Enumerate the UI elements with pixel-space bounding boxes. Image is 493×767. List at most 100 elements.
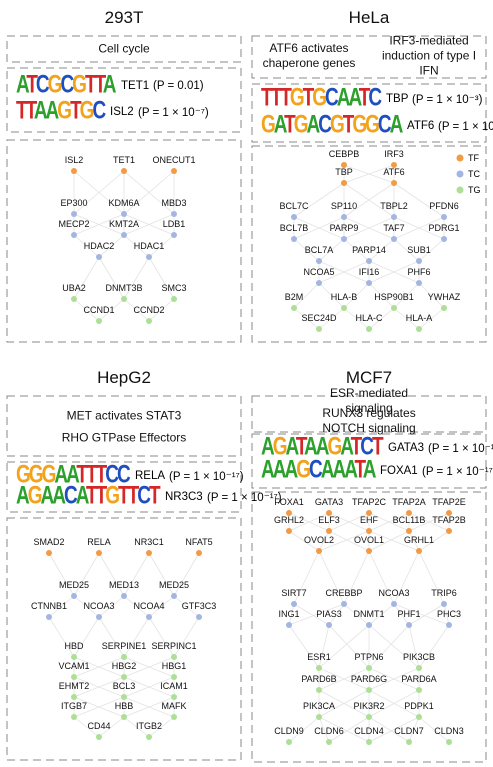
edge bbox=[288, 624, 320, 669]
node-dot bbox=[286, 739, 292, 745]
edge bbox=[293, 307, 320, 330]
node-dot bbox=[316, 665, 322, 671]
motif-p: (P = 1 × 10⁻¹⁷) bbox=[169, 471, 244, 483]
node-dot bbox=[446, 510, 452, 516]
node-label: PIK3R2 bbox=[353, 701, 385, 711]
edge bbox=[343, 282, 370, 309]
dashed-box bbox=[6, 35, 242, 63]
edge bbox=[328, 512, 370, 532]
node-label: B2M bbox=[284, 292, 304, 302]
edge bbox=[343, 550, 370, 605]
node-label: HLA-A bbox=[405, 313, 433, 323]
edge bbox=[98, 552, 125, 597]
node-label: BCL7B bbox=[279, 223, 309, 233]
edge bbox=[288, 530, 320, 552]
node-label: HBG1 bbox=[161, 661, 187, 671]
node-dot bbox=[71, 674, 77, 680]
node-label: PIAS3 bbox=[316, 609, 342, 619]
node-dot bbox=[121, 674, 127, 680]
node-dot bbox=[341, 236, 347, 242]
node-dot bbox=[366, 739, 372, 745]
edge bbox=[123, 616, 150, 658]
legend-dot bbox=[456, 170, 464, 178]
pathway: MET activates STAT3 bbox=[66, 408, 182, 423]
motif-logo: GATGACGTGGCA bbox=[261, 111, 403, 139]
node-dot bbox=[121, 232, 127, 238]
node-label: NCOA4 bbox=[133, 601, 165, 611]
panel-title: HepG2 bbox=[97, 368, 151, 387]
node-dot bbox=[71, 232, 77, 238]
node-label: NR3C1 bbox=[134, 537, 164, 547]
edge bbox=[73, 676, 125, 698]
dashed-box bbox=[251, 145, 487, 343]
node-label: TFAP2A bbox=[392, 497, 426, 507]
node-label: TBP bbox=[335, 167, 353, 177]
node-dot bbox=[416, 714, 422, 720]
node-label: PARD6G bbox=[350, 674, 388, 684]
edge bbox=[418, 716, 450, 743]
edge bbox=[418, 550, 445, 605]
node-dot bbox=[391, 305, 397, 311]
node-label: KDM6A bbox=[108, 198, 140, 208]
node-dot bbox=[96, 614, 102, 620]
edge bbox=[48, 616, 75, 658]
motif-logo: GGGAATTTCC bbox=[16, 461, 131, 489]
edge bbox=[393, 238, 420, 262]
pathway: IRF3-mediated induction of type I IFN bbox=[381, 33, 477, 78]
edge bbox=[288, 716, 320, 743]
edge bbox=[328, 716, 370, 743]
node-dot bbox=[171, 211, 177, 217]
edge bbox=[318, 667, 370, 691]
node-label: BCL3 bbox=[112, 681, 136, 691]
edge bbox=[318, 550, 345, 605]
node-dot bbox=[291, 236, 297, 242]
edge bbox=[408, 530, 420, 552]
node-dot bbox=[446, 528, 452, 534]
node-label: ELF3 bbox=[318, 515, 340, 525]
node-dot bbox=[171, 593, 177, 599]
legend-label: TF bbox=[468, 153, 479, 163]
motif-gene: FOXA1 bbox=[380, 465, 418, 477]
node-label: RELA bbox=[87, 537, 111, 547]
edge bbox=[343, 216, 395, 240]
edge bbox=[123, 256, 150, 300]
edge bbox=[318, 716, 370, 743]
node-label: NCOA3 bbox=[83, 601, 115, 611]
node-dot bbox=[441, 305, 447, 311]
node-label: CLDN4 bbox=[354, 726, 384, 736]
legend-label: TG bbox=[468, 185, 481, 195]
node-dot bbox=[326, 528, 332, 534]
edge bbox=[368, 530, 410, 552]
edge bbox=[98, 298, 125, 322]
edge bbox=[98, 616, 125, 658]
edge bbox=[73, 716, 100, 738]
node-dot bbox=[446, 739, 452, 745]
node-dot bbox=[366, 258, 372, 264]
edge bbox=[418, 530, 450, 552]
edge bbox=[293, 603, 330, 626]
node-label: ATF6 bbox=[383, 167, 405, 177]
node-label: MED25 bbox=[158, 580, 190, 590]
edge bbox=[318, 624, 330, 669]
edge bbox=[173, 616, 200, 658]
node-label: CLDN9 bbox=[274, 726, 304, 736]
node-label: PHF1 bbox=[397, 609, 421, 619]
motif-gene: ATF6 bbox=[407, 120, 435, 132]
node-label: MECP2 bbox=[58, 219, 90, 229]
node-label: PARD6A bbox=[401, 674, 437, 684]
edge bbox=[123, 716, 150, 738]
node-dot bbox=[71, 654, 77, 660]
node-dot bbox=[146, 734, 152, 740]
motif-logo: TTTGTGCAATC bbox=[261, 84, 382, 112]
node-label: NCOA5 bbox=[303, 267, 335, 277]
edge bbox=[328, 624, 370, 669]
edge bbox=[368, 667, 420, 691]
node-label: EP300 bbox=[60, 198, 88, 208]
edge bbox=[368, 624, 410, 669]
node-dot bbox=[286, 510, 292, 516]
motif-logo: AAAGCAAATA bbox=[261, 456, 376, 484]
node-dot bbox=[316, 326, 322, 332]
node-dot bbox=[391, 180, 397, 186]
node-label: ITGB2 bbox=[135, 721, 163, 731]
node-label: EHMT2 bbox=[58, 681, 90, 691]
